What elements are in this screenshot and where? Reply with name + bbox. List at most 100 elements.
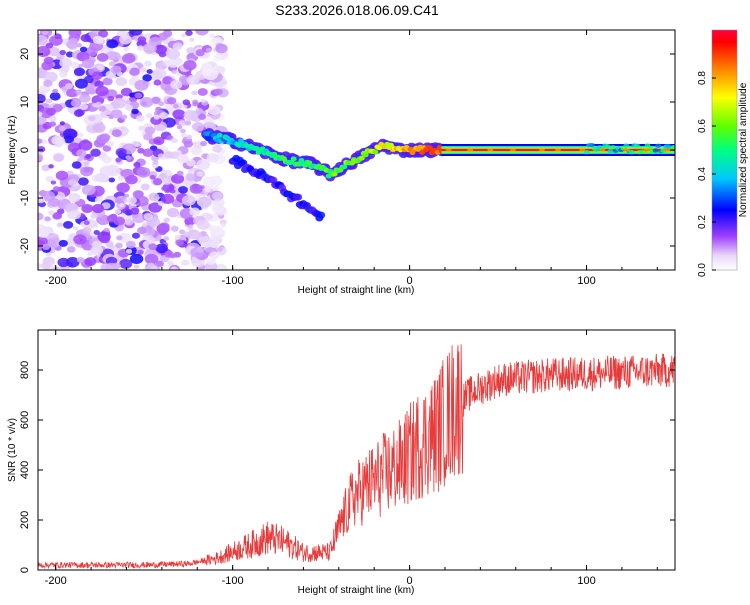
snr-xtick-label: -100	[222, 575, 244, 587]
spectrogram-noise-blob	[119, 258, 133, 269]
trace-blob-core	[362, 152, 369, 158]
spectrogram-noise-blob	[45, 42, 54, 49]
spectrogram-noise-blob	[108, 177, 116, 183]
spectrogram-noise-blob	[112, 97, 127, 109]
spectrogram-noise-blob	[44, 216, 51, 222]
spectrogram-noise-blob	[90, 148, 101, 157]
spectrogram-noise-blob	[158, 222, 170, 231]
spectrogram-noise-blob	[212, 187, 218, 192]
spectrogram-noise-blob	[115, 147, 127, 157]
colorbar-gradient	[711, 29, 738, 271]
spectrogram-noise-blob	[200, 62, 213, 72]
spectrogram-noise-blob	[116, 235, 123, 241]
spectrogram-noise-blob	[142, 148, 154, 157]
spectrogram-noise-blob	[43, 56, 54, 65]
spectrogram-noise-blob	[71, 161, 82, 169]
colorbar-tick-label: 0.2	[697, 215, 708, 229]
spectrogram-noise-blob	[52, 212, 63, 220]
spectrogram-noise-blob	[38, 111, 43, 118]
spectrogram-noise-blob	[122, 53, 136, 64]
spectrogram-noise-blob	[172, 109, 186, 120]
spectrogram-noise-blob	[137, 249, 144, 255]
band-end-blob	[610, 145, 617, 150]
spectrogram-noise-blob	[79, 46, 88, 53]
colorbar-tick-label: 0.0	[697, 263, 708, 277]
band-hotspot	[487, 148, 494, 152]
spectrogram-noise-blob	[135, 142, 142, 147]
band-hotspot	[599, 148, 606, 152]
spectrogram-noise-blob	[124, 218, 134, 226]
trace-blob-core	[388, 142, 395, 148]
spectrogram-noise-blob	[182, 231, 191, 238]
spectrogram-noise-blob	[41, 164, 51, 172]
spectrogram-noise-blob	[77, 63, 84, 68]
spectrogram-noise-blob	[115, 209, 122, 215]
spectrogram-noise-blob	[82, 226, 92, 234]
spectrogram-xtick-label: 100	[577, 275, 595, 287]
spectrogram-noise-blob	[214, 263, 227, 270]
trace-blob-core	[290, 156, 297, 162]
spectrogram-noise-blob	[110, 65, 122, 75]
spectrogram-noise-blob	[100, 263, 112, 270]
trace-blob-core	[331, 171, 338, 177]
spectrogram-noise-blob	[155, 260, 164, 267]
spectrogram-noise-blob	[145, 113, 153, 119]
spectrogram-noise-blob	[47, 46, 60, 57]
spectrogram-noise-blob	[123, 193, 130, 198]
snr-ylabel: SNR (10 * v/v)	[7, 418, 18, 482]
spectrogram-noise-blob	[41, 30, 49, 36]
spectrogram-noise-blob	[180, 128, 186, 134]
spectrogram-noise-blob	[70, 99, 81, 107]
spectrogram-noise-blob	[98, 105, 107, 112]
spectrogram-noise-blob	[117, 175, 125, 181]
spectrogram-noise-blob	[90, 245, 104, 256]
spectrogram-noise-blob	[216, 247, 223, 252]
spectrogram-noise-blob	[83, 220, 90, 226]
spectrogram-noise-blob	[170, 225, 179, 232]
snr-xlabel: Height of straight line (km)	[298, 585, 415, 596]
spectrogram-xtick-label: -200	[45, 275, 67, 287]
spectrogram-noise-blob	[196, 219, 210, 230]
spectrogram-noise-blob	[50, 180, 57, 185]
spectrogram-noise-blob	[130, 207, 140, 215]
spectrogram-noise-blob	[93, 230, 100, 235]
spectrogram-noise-blob	[131, 232, 141, 239]
spectrogram-noise-blob	[197, 196, 212, 208]
spectrogram-noise-blob	[178, 186, 188, 194]
spectrogram-noise-blob	[215, 43, 228, 54]
spectrogram-noise-blob	[115, 242, 123, 249]
spectrogram-noise-blob	[106, 39, 119, 49]
spectrogram-noise-blob	[174, 235, 181, 240]
spectrogram-noise-blob	[38, 93, 46, 104]
spectrogram-noise-blob	[154, 44, 167, 55]
spectrogram-noise-blob	[39, 84, 51, 94]
spectrogram-noise-blob	[48, 164, 54, 169]
spectrogram-noise-blob	[98, 30, 109, 38]
spectrogram-ytick-label: -20	[19, 238, 31, 254]
spectrogram-xtick-label: 0	[407, 275, 413, 287]
spectrogram-noise-blob	[161, 186, 168, 191]
spectrogram-noise-blob	[153, 114, 160, 120]
snr-ytick-label: 600	[19, 411, 31, 429]
spectrogram-noise-blob	[78, 177, 89, 186]
colorbar-tick-label: 0.6	[697, 119, 708, 133]
spectrogram-noise-blob	[198, 235, 213, 247]
spectrogram-noise-blob	[70, 61, 79, 69]
spectrogram-noise-blob	[125, 240, 136, 249]
spectrogram-noise-blob	[146, 69, 153, 74]
spectrogram-noise-blob	[55, 170, 69, 181]
spectrogram-noise-blob	[148, 243, 158, 251]
spectrogram-noise-blob	[107, 95, 115, 102]
spectrogram-noise-blob	[151, 96, 161, 104]
spectrogram-noise-blob	[166, 260, 175, 267]
spectrogram-noise-blob	[182, 99, 191, 106]
spectrogram-noise-blob	[106, 165, 121, 177]
spectrogram-noise-blob	[181, 195, 196, 206]
spectrogram-noise-blob	[102, 77, 113, 86]
spectrogram-noise-blob	[206, 153, 219, 163]
spectrogram-noise-blob	[41, 243, 51, 250]
spectrogram-noise-blob	[66, 39, 78, 49]
spectrogram-noise-blob	[49, 115, 57, 122]
spectrogram-noise-blob	[164, 250, 174, 258]
spectrogram-noise-blob	[192, 121, 205, 132]
